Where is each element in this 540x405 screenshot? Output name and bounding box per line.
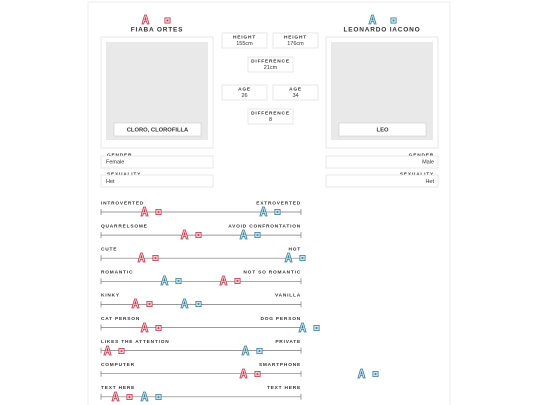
field-label: SEXUALITY <box>107 171 141 177</box>
scale-right-label: AVOID CONFRONTATION <box>228 223 301 229</box>
scale-right-label: NOT SO ROMANTIC <box>243 270 301 276</box>
stat-label: DIFFERENCE <box>251 58 290 64</box>
caption: LEO <box>377 128 389 134</box>
field <box>325 174 439 188</box>
stat-value: 155cm <box>236 41 253 47</box>
scale-left-label: QUARRELSOME <box>101 223 148 229</box>
field-label: GENDER <box>409 152 434 158</box>
scale-right-label: SMARTPHONE <box>259 362 301 368</box>
stat-label: AGE <box>238 86 251 92</box>
field <box>325 155 439 169</box>
stat-value: 21cm <box>264 65 278 71</box>
scale-left-label: ROMANTIC <box>101 270 133 276</box>
scale-right-label: PRIVATE <box>275 339 301 345</box>
scale-left-label: TEXT HERE <box>101 385 135 391</box>
field <box>100 155 214 169</box>
field-value: Het <box>425 179 434 185</box>
scale-left-label: KINKY <box>101 293 120 299</box>
scale-right-label: TEXT HERE <box>267 385 301 391</box>
field-label: GENDER <box>107 152 132 158</box>
scale-right-label: DOG PERSON <box>260 316 301 322</box>
stat-value: 34 <box>292 93 298 99</box>
field <box>100 174 214 188</box>
stat-label: HEIGHT <box>233 34 256 40</box>
field-value: Male <box>422 159 434 165</box>
icon <box>390 17 397 24</box>
field-value: Het <box>106 179 115 185</box>
scale-right-label: EXTROVERTED <box>256 200 301 206</box>
caption-box <box>338 122 427 137</box>
scale-right-label: VANILLA <box>275 293 301 299</box>
stat-label: AGE <box>289 86 302 92</box>
field-value: Female <box>106 159 124 165</box>
stat-value: 26 <box>241 93 247 99</box>
stat-value: 176cm <box>287 41 304 47</box>
stat-label: HEIGHT <box>284 34 307 40</box>
character-name: FIABA ORTES <box>131 27 184 34</box>
scales: INTROVERTED EXTROVERTED QUARRELSOME AVOID C… <box>100 200 302 400</box>
scale-right-label: HOT <box>288 246 301 252</box>
stat-value: 8 <box>269 117 272 123</box>
scale-left-label: INTROVERTED <box>101 200 144 206</box>
scale-left-label: LIKES THE ATTENTION <box>101 339 170 345</box>
caption-box <box>113 122 202 137</box>
character-name: LEONARDO IACONO <box>344 27 421 34</box>
scale-left-label: CUTE <box>101 246 117 252</box>
caption: CLORO, CLOROFILLA <box>127 128 189 134</box>
stat-label: DIFFERENCE <box>251 110 290 116</box>
scale-left-label: COMPUTER <box>101 362 135 368</box>
scale-left-label: CAT PERSON <box>101 316 140 322</box>
field-label: SEXUALITY <box>400 171 434 177</box>
icon <box>164 17 171 24</box>
